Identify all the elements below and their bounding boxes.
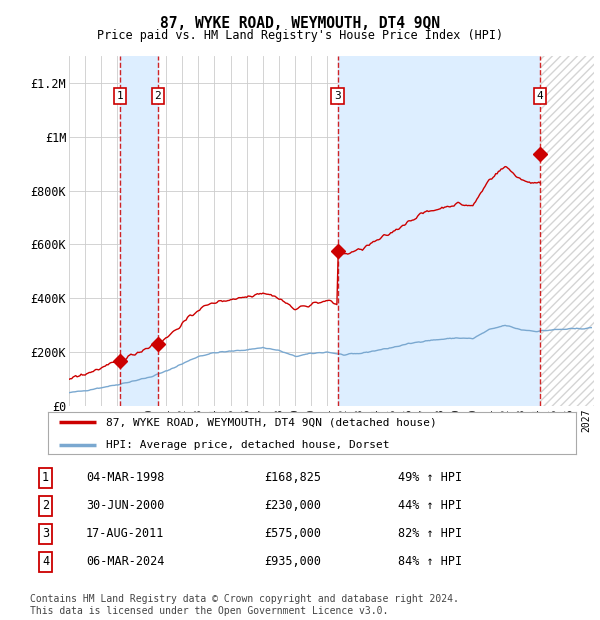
- Bar: [120, 56, 158, 406]
- Text: 44% ↑ HPI: 44% ↑ HPI: [398, 499, 463, 512]
- Text: Contains HM Land Registry data © Crown copyright and database right 2024.
This d: Contains HM Land Registry data © Crown c…: [30, 594, 459, 616]
- Text: 06-MAR-2024: 06-MAR-2024: [86, 556, 164, 569]
- Text: 84% ↑ HPI: 84% ↑ HPI: [398, 556, 463, 569]
- Text: £230,000: £230,000: [265, 499, 322, 512]
- Text: £935,000: £935,000: [265, 556, 322, 569]
- Text: 2: 2: [154, 91, 161, 101]
- Text: 4: 4: [42, 556, 49, 569]
- Text: 1: 1: [42, 471, 49, 484]
- Text: 30-JUN-2000: 30-JUN-2000: [86, 499, 164, 512]
- Text: 87, WYKE ROAD, WEYMOUTH, DT4 9QN (detached house): 87, WYKE ROAD, WEYMOUTH, DT4 9QN (detach…: [106, 417, 437, 427]
- Text: HPI: Average price, detached house, Dorset: HPI: Average price, detached house, Dors…: [106, 440, 389, 450]
- Text: 3: 3: [42, 527, 49, 540]
- Text: 49% ↑ HPI: 49% ↑ HPI: [398, 471, 463, 484]
- Bar: [540, 56, 594, 406]
- Text: 2: 2: [42, 499, 49, 512]
- Text: 17-AUG-2011: 17-AUG-2011: [86, 527, 164, 540]
- Bar: [338, 56, 540, 406]
- Text: £168,825: £168,825: [265, 471, 322, 484]
- Text: 4: 4: [537, 91, 544, 101]
- Text: 04-MAR-1998: 04-MAR-1998: [86, 471, 164, 484]
- Text: 3: 3: [334, 91, 341, 101]
- Text: 1: 1: [117, 91, 124, 101]
- Text: 87, WYKE ROAD, WEYMOUTH, DT4 9QN: 87, WYKE ROAD, WEYMOUTH, DT4 9QN: [160, 16, 440, 30]
- Text: £575,000: £575,000: [265, 527, 322, 540]
- Text: 82% ↑ HPI: 82% ↑ HPI: [398, 527, 463, 540]
- Text: Price paid vs. HM Land Registry's House Price Index (HPI): Price paid vs. HM Land Registry's House …: [97, 29, 503, 42]
- Bar: [540, 56, 594, 406]
